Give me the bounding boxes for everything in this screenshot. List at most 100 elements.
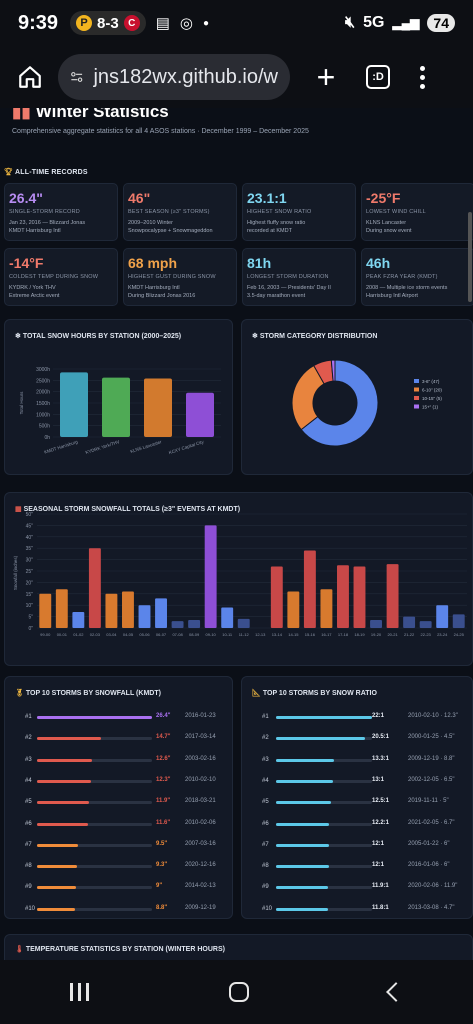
bar[interactable] [102, 377, 130, 437]
rank-bar [37, 843, 152, 847]
bar[interactable] [138, 605, 151, 628]
rank-bar [37, 737, 152, 741]
back-button[interactable] [386, 982, 406, 1002]
bar[interactable] [452, 614, 465, 628]
rank-bar [37, 865, 152, 869]
rank-date: 2009-12-19 [185, 904, 216, 911]
bar[interactable] [144, 378, 172, 437]
top-snowfall-panel: 🏅︎ TOP 10 STORMS BY SNOWFALL (KMDT) #1 26… [4, 676, 233, 919]
legend-label: 10-15" (5) [422, 396, 442, 401]
bar[interactable] [237, 618, 250, 628]
menu-button[interactable] [418, 65, 426, 89]
scrollbar-thumb[interactable] [468, 212, 472, 302]
bar[interactable] [419, 621, 432, 628]
x-tick-label: 14-15 [288, 632, 299, 637]
bar[interactable] [186, 392, 214, 437]
bar[interactable] [287, 591, 300, 628]
rank-value: 12.3" [156, 776, 171, 783]
x-tick-label: KYDRK York/THV [85, 439, 121, 455]
bar[interactable] [122, 591, 134, 628]
home-nav-button[interactable] [229, 982, 249, 1002]
bar[interactable] [39, 593, 52, 628]
x-tick-label: 05-06 [139, 632, 150, 637]
bar[interactable] [303, 550, 316, 628]
bar[interactable] [221, 607, 234, 628]
address-bar[interactable]: jns182wx.github.io/w [58, 54, 290, 100]
bar[interactable] [204, 525, 217, 628]
pie-slice[interactable] [330, 359, 336, 382]
rank-value: 13.3:1 [372, 755, 390, 762]
y-tick-label: 40" [26, 535, 34, 541]
x-tick-label: 10-11 [222, 632, 233, 637]
rank-date: 2013-03-08 · 4.7" [408, 904, 455, 911]
bar[interactable] [403, 616, 416, 628]
rank-value: 11.8:1 [372, 904, 389, 911]
record-label: HIGHEST SNOW RATIO [247, 209, 312, 215]
record-card: -25°F LOWEST WIND CHILL KLNS Lancaster Duri… [361, 183, 473, 241]
bar[interactable] [88, 548, 101, 628]
rank-number: #9 [262, 884, 269, 891]
temperature-title: 🌡︎ TEMPERATURE STATISTICS BY STATION (WI… [15, 946, 225, 953]
ranking-row: #5 11.9" 2018-03-21 [5, 794, 231, 812]
record-value: 23.1:1 [247, 190, 287, 206]
trophy-icon: 🏆︎ [4, 169, 14, 176]
record-card: 23.1:1 HIGHEST SNOW RATIO Highest fluffy s… [242, 183, 356, 241]
ranking-row: #8 12:1 2016-01-06 · 6" [242, 858, 468, 876]
y-tick-label: 3000h [36, 367, 50, 373]
bar[interactable] [270, 566, 283, 628]
site-settings-icon[interactable] [70, 67, 83, 87]
y-tick-label: 20" [26, 580, 34, 586]
x-tick-label: 04-05 [123, 632, 134, 637]
x-tick-label: KCXY Capital City [168, 439, 205, 455]
x-tick-label: 00-01 [57, 632, 68, 637]
recents-button[interactable] [70, 983, 89, 1001]
bar[interactable] [436, 605, 449, 628]
bar[interactable] [370, 620, 382, 628]
url-text[interactable]: jns182wx.github.io/w [93, 65, 278, 88]
rank-bar [276, 865, 372, 869]
rank-bar [276, 907, 372, 911]
pie-slice[interactable] [300, 359, 379, 447]
android-nav-bar [0, 960, 473, 1024]
bar[interactable] [155, 598, 167, 628]
rank-number: #1 [25, 714, 32, 720]
record-value: 81h [247, 255, 272, 271]
bar[interactable] [386, 564, 399, 628]
bar[interactable] [188, 620, 201, 628]
calendar-icon: ▦ [15, 506, 22, 513]
ranking-row: #2 20.5:1 2000-01-25 · 4.5" [242, 730, 468, 748]
rank-date: 2020-02-06 · 11.9" [408, 883, 458, 890]
record-value: 46h [366, 255, 391, 271]
bar[interactable] [320, 589, 333, 628]
ranking-row: #10 11.8:1 2013-03-08 · 4.7" [242, 901, 468, 918]
rank-bar [276, 801, 372, 805]
bar[interactable] [72, 612, 85, 628]
rank-number: #2 [25, 735, 32, 742]
bar[interactable] [353, 566, 366, 628]
snowflake-icon: ❄ [252, 333, 258, 340]
record-desc: 2008 — Multiple ice storm events Harrisbu… [366, 285, 448, 299]
bar[interactable] [105, 593, 118, 628]
ranking-row: #10 8.8" 2009-12-19 [5, 901, 231, 918]
record-desc: 2009–2010 Winter Snowpocalypse + Snowmage… [128, 220, 213, 234]
rank-date: 2021-02-05 · 6.7" [408, 819, 455, 826]
page-title: ▮▮ Winter Statistics [12, 108, 169, 122]
bar[interactable] [171, 621, 184, 628]
ranking-row: #7 9.5" 2007-03-16 [5, 837, 231, 855]
record-desc: KLNS Lancaster During snow event [366, 220, 412, 234]
bar[interactable] [55, 589, 68, 628]
bar[interactable] [60, 372, 88, 437]
bar[interactable] [337, 565, 349, 628]
rank-date: 2007-03-16 [185, 840, 216, 847]
rank-value: 12.5:1 [372, 798, 390, 805]
rank-number: #8 [262, 863, 269, 870]
network-label: 5G [363, 14, 385, 31]
home-button[interactable] [8, 55, 52, 99]
new-tab-button[interactable]: + [316, 58, 336, 95]
score-text: 8-3 [97, 14, 119, 32]
y-tick-label: 1500h [36, 401, 50, 407]
tab-switcher-button[interactable]: :D [366, 65, 390, 89]
rank-date: 2010-02-06 [185, 819, 216, 826]
rank-date: 2010-02-10 [185, 776, 216, 783]
seasonal-panel: ▦ SEASONAL STORM SNOWFALL TOTALS (≥3" EV… [4, 492, 473, 666]
